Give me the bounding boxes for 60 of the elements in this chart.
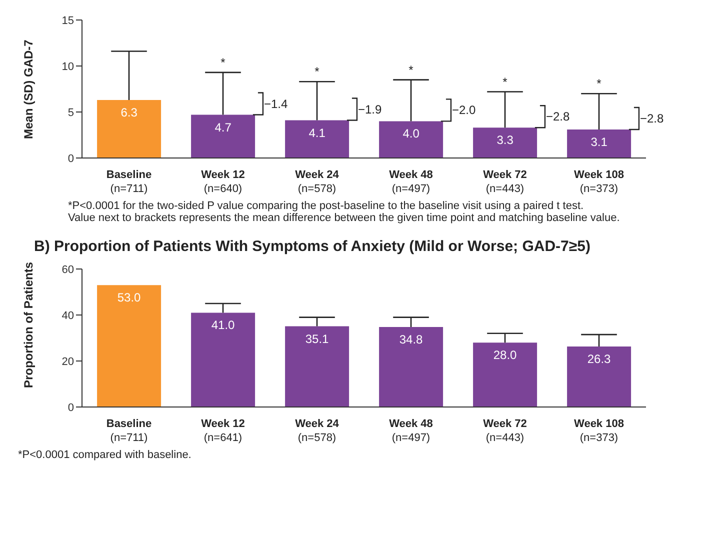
bar bbox=[379, 326, 444, 407]
data-label: 26.3 bbox=[587, 352, 612, 366]
data-label: 35.1 bbox=[305, 332, 330, 346]
annotation: −2.8 bbox=[546, 110, 570, 124]
data-label: 4.0 bbox=[402, 126, 420, 141]
annotation: * bbox=[408, 62, 414, 77]
x-tick-label: Week 48 (n=497) bbox=[389, 169, 433, 195]
annotation: −1.4 bbox=[264, 96, 288, 111]
x-tick-label: Week 48 (n=497) bbox=[389, 418, 433, 444]
annotation: * bbox=[220, 55, 226, 70]
x-tick-label: Week 24 (n=578) bbox=[295, 169, 340, 195]
annotation: * bbox=[596, 76, 602, 91]
y-tick-label: 60 bbox=[62, 264, 74, 276]
bar bbox=[285, 120, 350, 158]
data-label: 41.0 bbox=[211, 318, 236, 332]
bar bbox=[191, 114, 256, 158]
x-tick-label: Week 108 (n=373) bbox=[574, 169, 624, 195]
bar bbox=[379, 121, 444, 158]
bar bbox=[191, 312, 256, 407]
data-label: 4.7 bbox=[214, 120, 232, 134]
text: Value next to brackets represents the mean difference between the given time point and matching baseline value. bbox=[68, 212, 621, 224]
y-tick-label: 15 bbox=[62, 14, 74, 27]
annotation: * bbox=[502, 74, 508, 89]
x-tick-label: Week 72 (n=443) bbox=[483, 169, 527, 195]
annotation: −1.9 bbox=[358, 102, 382, 116]
chart-title: B) Proportion of Patients With Symptoms of Anxiety (Mild or Worse; GAD-7≥5) bbox=[34, 238, 592, 255]
bar bbox=[567, 346, 632, 407]
text: *P<0.0001 for the two-sided P value comparing the post-baseline to the baseline visit using a paired t test. bbox=[68, 200, 585, 212]
annotation: −2.0 bbox=[452, 103, 476, 118]
text: *P<0.0001 compared with baseline. bbox=[18, 449, 192, 461]
x-tick-label: Baseline (n=711) bbox=[106, 418, 152, 444]
bar bbox=[473, 128, 538, 158]
data-label: 53.0 bbox=[117, 290, 142, 305]
x-tick-label: Baseline (n=711) bbox=[106, 169, 152, 195]
y-axis-title: Proportion of Patients bbox=[21, 262, 36, 388]
x-tick-label: Week 12 (n=640) bbox=[201, 169, 245, 195]
data-label: 3.3 bbox=[496, 133, 514, 148]
y-tick-label: 20 bbox=[62, 356, 74, 368]
bar bbox=[567, 129, 632, 158]
y-tick-label: 0 bbox=[68, 402, 74, 414]
data-label: 6.3 bbox=[120, 106, 138, 120]
data-label: 3.1 bbox=[590, 135, 608, 149]
annotation: * bbox=[314, 64, 320, 79]
x-tick-label: Week 72 (n=443) bbox=[483, 418, 527, 444]
bar bbox=[97, 285, 162, 407]
y-tick-label: 5 bbox=[68, 106, 74, 119]
annotation: −2.8 bbox=[640, 111, 664, 126]
data-label: 4.1 bbox=[308, 126, 326, 140]
y-tick-label: 10 bbox=[62, 60, 74, 73]
bar bbox=[285, 326, 350, 407]
y-tick-label: 40 bbox=[62, 310, 74, 322]
data-label: 34.8 bbox=[399, 332, 424, 346]
data-label: 28.0 bbox=[493, 348, 518, 362]
x-tick-label: Week 12 (n=641) bbox=[201, 418, 245, 444]
x-tick-label: Week 108 (n=373) bbox=[574, 418, 624, 444]
y-tick-label: 0 bbox=[68, 152, 74, 165]
bar bbox=[473, 342, 538, 407]
bar bbox=[97, 100, 162, 158]
y-axis-title: Mean (SD) GAD-7 bbox=[21, 39, 36, 139]
x-tick-label: Week 24 (n=578) bbox=[295, 418, 340, 444]
